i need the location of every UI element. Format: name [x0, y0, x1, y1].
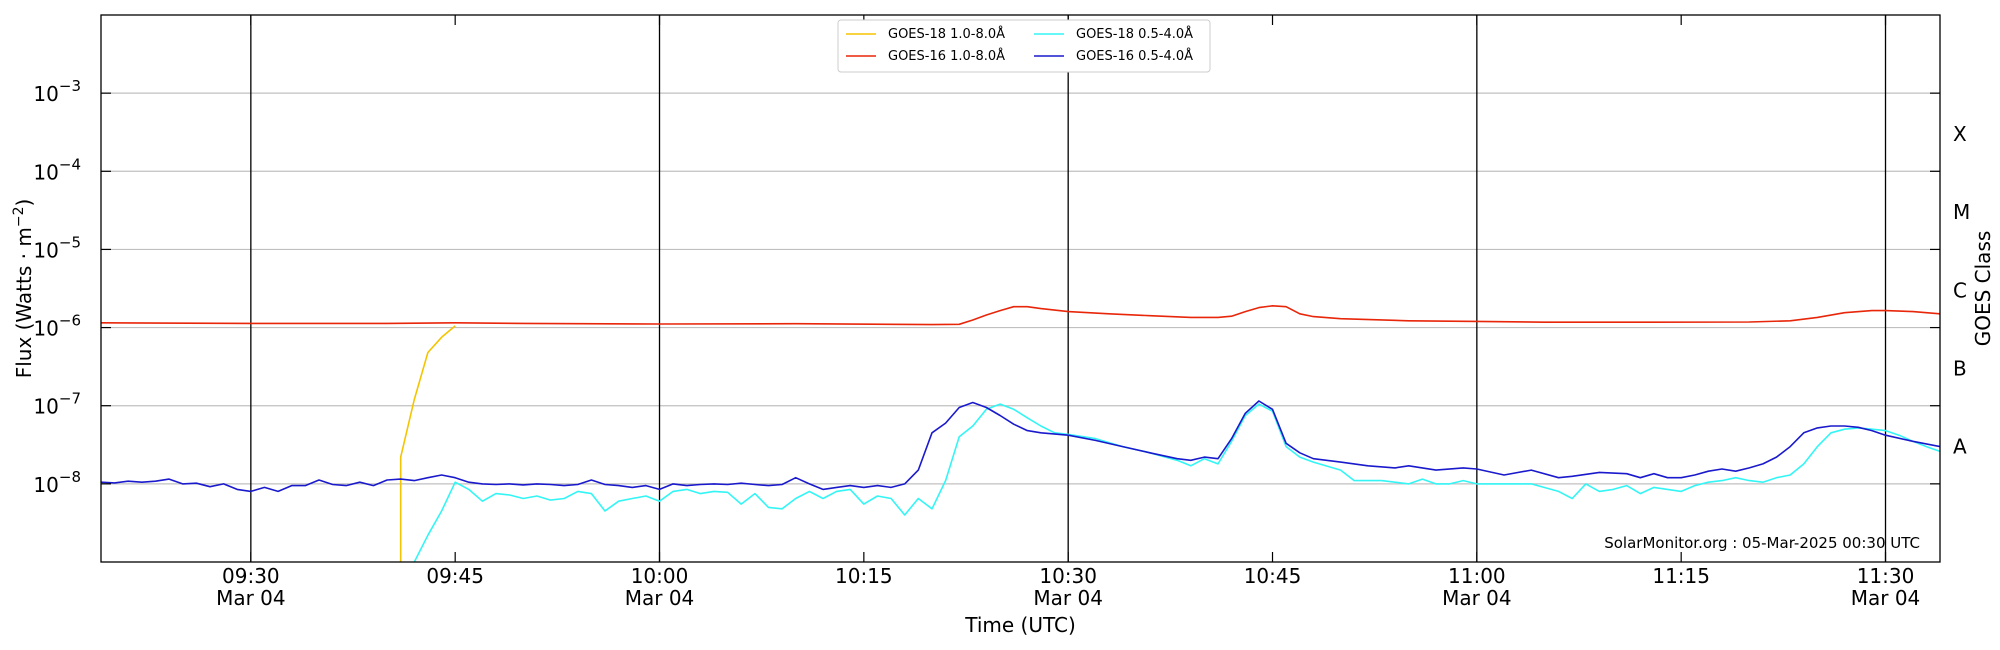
goes-class-label: B	[1953, 356, 1967, 380]
x-tick-date-label: Mar 04	[625, 586, 695, 610]
grid-layer	[101, 92, 1940, 485]
y-tick-exponent: −8	[59, 468, 81, 486]
y-tick-base: 10	[33, 82, 58, 106]
y-tick-base: 10	[33, 395, 58, 419]
x-tick-date-label: Mar 04	[1851, 586, 1921, 610]
legend-entry-label: GOES-16 1.0-8.0Å	[888, 48, 1005, 64]
y-tick-exponent: −5	[59, 233, 81, 251]
y-tick-label: 10−6	[33, 312, 81, 341]
goes-class-label: A	[1953, 435, 1967, 459]
vertical-lines-layer	[250, 15, 1887, 562]
x-tick-label: 09:30	[222, 564, 280, 588]
labels-layer: Time (UTC) Flux (Watts · m−2) GOES Class…	[11, 199, 1995, 637]
x-tick-label: 10:00	[631, 564, 689, 588]
goes-class-label: M	[1953, 200, 1970, 224]
series-line-0	[399, 325, 456, 562]
x-tick-date-label: Mar 04	[1033, 586, 1103, 610]
legend-box	[837, 19, 1211, 73]
y-tick-base: 10	[33, 238, 58, 262]
y-tick-exponent: −7	[59, 390, 81, 408]
legend-entry-label: GOES-18 1.0-8.0Å	[888, 26, 1005, 42]
watermark-text: SolarMonitor.org : 05-Mar-2025 00:30 UTC	[1604, 534, 1920, 552]
x-tick-label: 11:15	[1652, 564, 1710, 588]
series-line-3	[101, 400, 1940, 493]
y-tick-label: 10−8	[33, 468, 81, 497]
y-tick-base: 10	[33, 317, 58, 341]
x-tick-label: 10:15	[835, 564, 893, 588]
x-axis-label: Time (UTC)	[964, 613, 1076, 637]
y-tick-exponent: −4	[59, 155, 81, 173]
y-axis-label: Flux (Watts · m−2)	[11, 199, 36, 379]
y-tick-label: 10−4	[33, 155, 81, 184]
series-layer	[101, 304, 1940, 562]
y-tick-label: 10−3	[33, 77, 81, 106]
y-tick-base: 10	[33, 473, 58, 497]
legend-entry-label: GOES-18 0.5-4.0Å	[1076, 26, 1193, 42]
x-tick-label: 11:30	[1857, 564, 1915, 588]
goes-class-label: X	[1953, 122, 1967, 146]
goes-class-axis-label: GOES Class	[1971, 231, 1995, 347]
y-tick-label: 10−5	[33, 233, 81, 262]
y-tick-exponent: −3	[59, 77, 81, 95]
legend: GOES-18 1.0-8.0Å GOES-16 1.0-8.0Å GOES-18 …	[837, 19, 1211, 73]
legend-entry-label: GOES-16 0.5-4.0Å	[1076, 48, 1193, 64]
goes-class-label: C	[1953, 278, 1967, 302]
y-tick-base: 10	[33, 160, 58, 184]
x-tick-label: 09:45	[426, 564, 484, 588]
x-tick-date-label: Mar 04	[216, 586, 286, 610]
series-line-1	[101, 304, 1940, 326]
x-tick-date-label: Mar 04	[1442, 586, 1512, 610]
plot-frame	[100, 14, 1941, 563]
x-tick-label: 10:45	[1244, 564, 1302, 588]
y-tick-label: 10−7	[33, 390, 81, 419]
y-tick-exponent: −6	[59, 312, 81, 330]
x-tick-label: 10:30	[1039, 564, 1097, 588]
x-tick-label: 11:00	[1448, 564, 1506, 588]
